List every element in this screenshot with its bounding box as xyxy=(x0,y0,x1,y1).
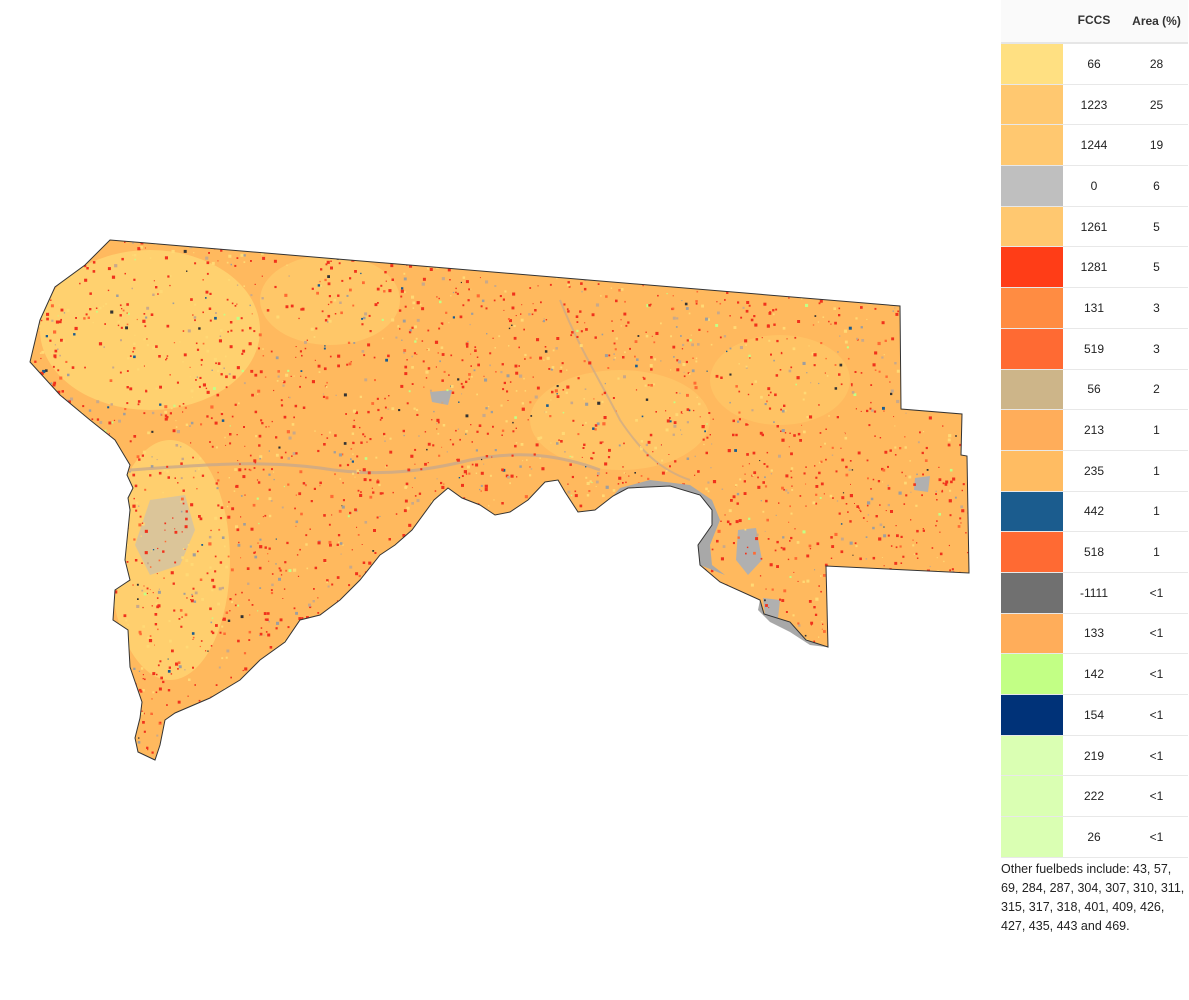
county-border xyxy=(29,239,970,761)
legend-row: 26 <1 xyxy=(1001,817,1188,858)
legend-area-value: 1 xyxy=(1153,504,1160,519)
legend-row: 131 3 xyxy=(1001,288,1188,329)
legend-row: 1223 25 xyxy=(1001,84,1188,126)
fuelbed-map xyxy=(29,239,970,761)
legend-row: -1111 <1 xyxy=(1001,572,1188,614)
legend-area-value: 28 xyxy=(1149,56,1164,71)
legend-fccs-value: 519 xyxy=(1083,341,1105,356)
legend-color-swatch xyxy=(1001,532,1063,572)
legend-area-value: 25 xyxy=(1149,97,1164,112)
legend-fccs-value: 1223 xyxy=(1080,97,1108,112)
fuelbed-texture xyxy=(40,250,930,680)
legend-row: 66 28 xyxy=(1001,44,1188,85)
legend-row: 235 1 xyxy=(1001,450,1188,492)
legend-row: 142 <1 xyxy=(1001,654,1188,695)
legend-fccs-value: 26 xyxy=(1087,829,1101,844)
legend-row: 219 <1 xyxy=(1001,735,1188,777)
legend-fccs-value: 222 xyxy=(1083,789,1105,804)
legend-color-swatch xyxy=(1001,125,1063,166)
legend-area-value: <1 xyxy=(1149,829,1164,844)
legend-area-value: 3 xyxy=(1153,341,1160,356)
legend-fccs-value: 442 xyxy=(1083,504,1105,519)
legend-fccs-value: 219 xyxy=(1083,748,1105,763)
legend-fccs-value: 1261 xyxy=(1080,219,1108,234)
legend-color-swatch xyxy=(1001,44,1063,84)
legend-color-swatch xyxy=(1001,776,1063,817)
legend-fccs-value: 1281 xyxy=(1080,260,1108,275)
legend-area-value: 5 xyxy=(1153,219,1160,234)
legend-area-value: <1 xyxy=(1149,748,1164,763)
legend-fccs-value: 1244 xyxy=(1080,138,1108,153)
legend-color-swatch xyxy=(1001,288,1063,328)
legend-area-value: <1 xyxy=(1149,626,1164,641)
fuelbed-map-canvas xyxy=(29,239,970,761)
legend-color-swatch xyxy=(1001,166,1063,206)
legend-area-value: 5 xyxy=(1153,260,1160,275)
legend-area-value: <1 xyxy=(1149,707,1164,722)
legend-row: 213 1 xyxy=(1001,410,1188,451)
legend-header-swatch xyxy=(1001,0,1063,42)
legend-fccs-value: 213 xyxy=(1083,423,1105,438)
legend-row: 519 3 xyxy=(1001,328,1188,370)
legend-fccs-value: 235 xyxy=(1083,463,1105,478)
legend-row: 1281 5 xyxy=(1001,247,1188,289)
legend-color-swatch xyxy=(1001,450,1063,491)
legend-area-value: <1 xyxy=(1149,585,1164,600)
legend-color-swatch xyxy=(1001,695,1063,735)
legend-row: 154 <1 xyxy=(1001,695,1188,736)
legend-color-swatch xyxy=(1001,206,1063,247)
legend-header: FCCS Area (%) xyxy=(1001,0,1188,44)
legend-color-swatch xyxy=(1001,654,1063,694)
legend-row: 518 1 xyxy=(1001,532,1188,573)
legend-area-value: <1 xyxy=(1149,667,1164,682)
legend-area-value: 3 xyxy=(1153,300,1160,315)
legend-header-area: Area (%) xyxy=(1132,14,1181,28)
legend-row: 1261 5 xyxy=(1001,206,1188,248)
legend-area-value: 1 xyxy=(1153,545,1160,560)
legend-color-swatch xyxy=(1001,572,1063,613)
legend-row: 442 1 xyxy=(1001,491,1188,533)
legend-color-swatch xyxy=(1001,613,1063,654)
legend-fccs-value: 133 xyxy=(1083,626,1105,641)
legend-area-value: 2 xyxy=(1153,382,1160,397)
legend-row: 1244 19 xyxy=(1001,125,1188,167)
legend-color-swatch xyxy=(1001,369,1063,410)
county-region xyxy=(30,240,969,760)
legend-color-swatch xyxy=(1001,410,1063,450)
legend-fccs-value: 142 xyxy=(1083,667,1105,682)
legend-area-value: <1 xyxy=(1149,789,1164,804)
legend-color-swatch xyxy=(1001,247,1063,288)
legend-color-swatch xyxy=(1001,84,1063,125)
legend-area-value: 6 xyxy=(1153,178,1160,193)
legend-header-fccs: FCCS xyxy=(1077,13,1111,27)
legend-area-value: 19 xyxy=(1149,138,1164,153)
legend-fccs-value: -1111 xyxy=(1079,585,1109,600)
legend-color-swatch xyxy=(1001,491,1063,532)
legend-fccs-value: 56 xyxy=(1087,382,1101,397)
legend-row: 133 <1 xyxy=(1001,613,1188,655)
legend: FCCS Area (%) 66 28 1223 25 1244 19 0 6 1261 5 128… xyxy=(1001,0,1188,936)
legend-fccs-value: 0 xyxy=(1090,178,1098,193)
legend-color-swatch xyxy=(1001,328,1063,369)
legend-area-value: 1 xyxy=(1153,423,1160,438)
legend-row: 56 2 xyxy=(1001,369,1188,411)
legend-color-swatch xyxy=(1001,735,1063,776)
legend-rows: 66 28 1223 25 1244 19 0 6 1261 5 1281 5 131 3 519 3 56 2 2… xyxy=(1001,44,1188,858)
other-fuelbeds-note: Other fuelbeds include: 43, 57, 69, 284,… xyxy=(1001,861,1185,933)
legend-fccs-value: 131 xyxy=(1083,300,1105,315)
legend-row: 222 <1 xyxy=(1001,776,1188,818)
legend-fccs-value: 66 xyxy=(1087,56,1101,71)
legend-fccs-value: 154 xyxy=(1083,707,1105,722)
legend-area-value: 1 xyxy=(1153,463,1160,478)
legend-color-swatch xyxy=(1001,817,1063,857)
legend-fccs-value: 518 xyxy=(1083,545,1105,560)
